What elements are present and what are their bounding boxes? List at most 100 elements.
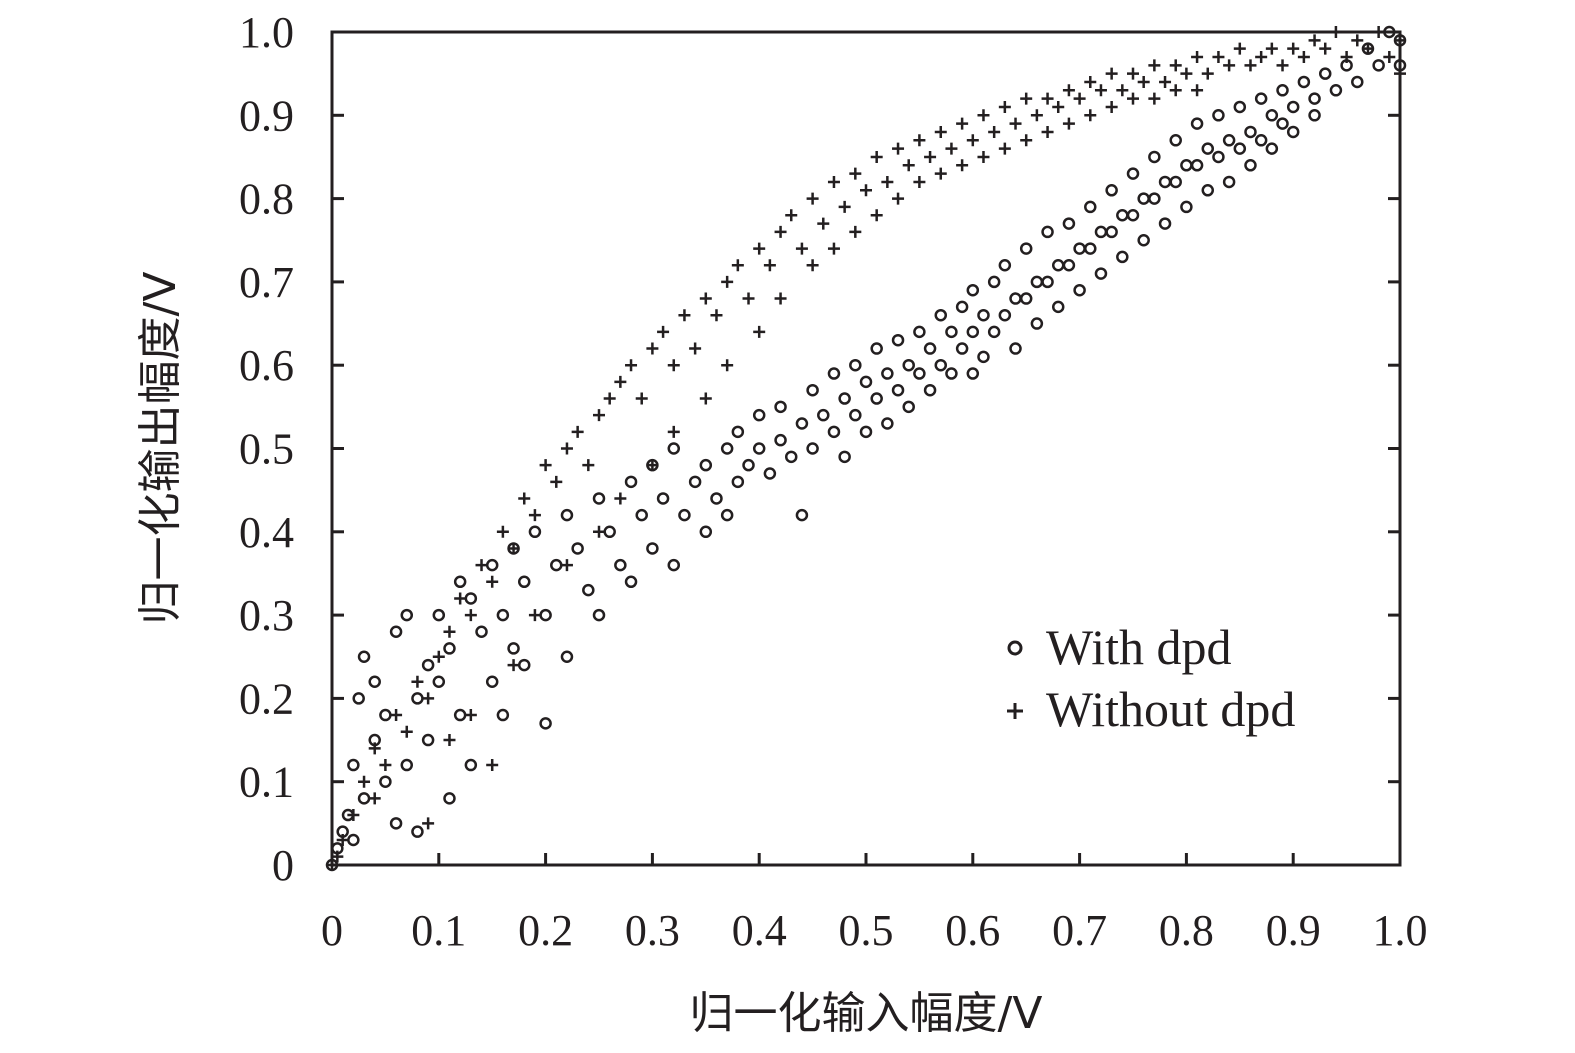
point-with-dpd bbox=[795, 417, 809, 430]
point-with-dpd bbox=[667, 442, 681, 455]
point-without-dpd bbox=[1319, 42, 1332, 55]
point-with-dpd bbox=[421, 733, 435, 747]
point-with-dpd bbox=[1073, 283, 1086, 297]
point-with-dpd bbox=[1180, 200, 1193, 214]
x-tick-label: 0.2 bbox=[518, 906, 573, 955]
point-with-dpd bbox=[1308, 109, 1321, 122]
point-with-dpd bbox=[1329, 84, 1343, 97]
point-without-dpd bbox=[1084, 109, 1097, 122]
point-without-dpd bbox=[368, 792, 381, 805]
point-with-dpd bbox=[517, 575, 531, 589]
point-with-dpd bbox=[464, 758, 478, 772]
point-without-dpd bbox=[838, 200, 851, 213]
point-without-dpd bbox=[1094, 84, 1107, 97]
point-with-dpd bbox=[891, 383, 905, 397]
point-with-dpd bbox=[1062, 258, 1076, 272]
point-without-dpd bbox=[1265, 42, 1278, 55]
point-without-dpd bbox=[560, 559, 573, 572]
point-with-dpd bbox=[379, 775, 392, 788]
point-with-dpd bbox=[987, 325, 1001, 339]
point-without-dpd bbox=[870, 209, 883, 222]
point-without-dpd bbox=[593, 409, 605, 422]
point-with-dpd bbox=[1233, 100, 1247, 114]
point-with-dpd bbox=[838, 450, 851, 464]
point-with-dpd bbox=[678, 508, 691, 522]
point-without-dpd bbox=[1201, 67, 1214, 80]
x-tick-label: 0.3 bbox=[625, 906, 680, 955]
point-with-dpd bbox=[849, 358, 862, 372]
plot-frame bbox=[330, 30, 1402, 867]
point-without-dpd bbox=[977, 150, 990, 163]
point-with-dpd bbox=[1286, 100, 1300, 114]
point-without-dpd bbox=[870, 150, 883, 163]
point-with-dpd bbox=[1009, 342, 1022, 355]
point-without-dpd bbox=[1137, 75, 1150, 88]
y-tick-label: 0.5 bbox=[239, 425, 294, 474]
point-without-dpd bbox=[1180, 67, 1193, 80]
point-without-dpd bbox=[1105, 100, 1118, 113]
point-with-dpd bbox=[699, 458, 713, 472]
point-with-dpd bbox=[1030, 317, 1044, 330]
point-with-dpd bbox=[859, 375, 873, 389]
y-tick-label: 0.2 bbox=[239, 674, 294, 723]
point-without-dpd bbox=[1340, 50, 1353, 63]
point-with-dpd bbox=[881, 417, 894, 430]
point-without-dpd bbox=[806, 259, 819, 272]
point-with-dpd bbox=[1169, 134, 1182, 147]
point-with-dpd bbox=[421, 658, 435, 672]
point-with-dpd bbox=[475, 625, 488, 639]
point-with-dpd bbox=[1276, 84, 1289, 97]
point-with-dpd bbox=[720, 508, 734, 522]
point-with-dpd bbox=[432, 608, 446, 622]
x-tick-label: 0.7 bbox=[1052, 906, 1107, 955]
point-with-dpd bbox=[453, 708, 467, 722]
y-tick-label: 0.4 bbox=[239, 508, 294, 557]
x-tick-label: 1.0 bbox=[1373, 906, 1428, 955]
point-with-dpd bbox=[699, 525, 713, 539]
point-without-dpd bbox=[422, 817, 435, 830]
point-with-dpd bbox=[1105, 225, 1118, 239]
point-without-dpd bbox=[1351, 34, 1364, 47]
x-tick-label: 0.4 bbox=[732, 906, 787, 955]
point-with-dpd bbox=[1126, 209, 1140, 222]
point-with-dpd bbox=[998, 308, 1012, 322]
point-without-dpd bbox=[347, 809, 360, 822]
point-without-dpd bbox=[614, 375, 627, 388]
point-with-dpd bbox=[913, 367, 926, 380]
point-with-dpd bbox=[443, 792, 456, 805]
y-axis-label: 归一化输出幅度/V bbox=[135, 272, 186, 625]
point-with-dpd bbox=[838, 392, 851, 405]
point-with-dpd bbox=[400, 758, 414, 772]
point-without-dpd bbox=[625, 359, 638, 372]
point-without-dpd bbox=[849, 167, 862, 180]
point-with-dpd bbox=[368, 675, 381, 688]
point-without-dpd bbox=[667, 425, 680, 438]
point-without-dpd bbox=[635, 392, 648, 405]
point-without-dpd bbox=[646, 459, 659, 472]
point-with-dpd bbox=[582, 583, 595, 597]
point-with-dpd bbox=[1201, 184, 1215, 197]
axis-ticks bbox=[332, 113, 1400, 865]
point-without-dpd bbox=[1372, 26, 1385, 38]
point-with-dpd bbox=[347, 833, 360, 847]
point-with-dpd bbox=[1051, 258, 1065, 272]
point-with-dpd bbox=[592, 492, 606, 505]
point-without-dpd bbox=[998, 142, 1011, 155]
point-without-dpd bbox=[379, 759, 392, 772]
point-with-dpd bbox=[806, 383, 819, 397]
point-with-dpd bbox=[827, 425, 841, 439]
point-with-dpd bbox=[1137, 234, 1150, 247]
point-without-dpd bbox=[710, 309, 723, 322]
point-without-dpd bbox=[358, 775, 371, 788]
point-with-dpd bbox=[517, 658, 531, 672]
point-with-dpd bbox=[795, 508, 809, 522]
point-with-dpd bbox=[389, 625, 403, 639]
point-without-dpd bbox=[1148, 59, 1161, 72]
point-with-dpd bbox=[560, 508, 574, 522]
point-with-dpd bbox=[977, 308, 990, 322]
point-with-dpd bbox=[1169, 175, 1182, 189]
x-axis-label: 归一化输入幅度/V bbox=[690, 988, 1043, 1039]
data-points bbox=[325, 25, 1407, 872]
point-without-dpd bbox=[518, 492, 531, 505]
y-tick-label: 0.6 bbox=[239, 341, 294, 390]
